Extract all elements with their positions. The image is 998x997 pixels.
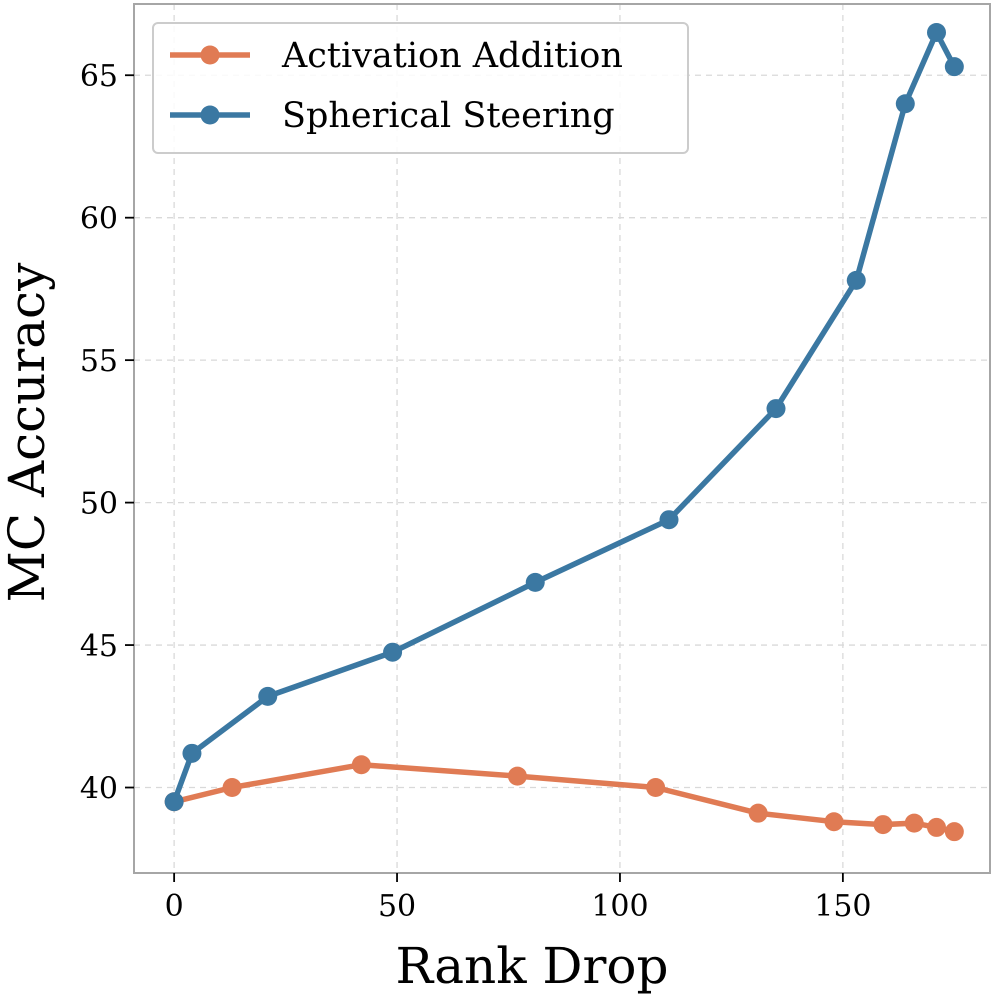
legend-box xyxy=(152,22,689,154)
data-point-activation-addition xyxy=(873,815,893,835)
data-point-activation-addition xyxy=(904,813,924,833)
x-tick-label: 50 xyxy=(378,889,416,924)
data-point-spherical-steering xyxy=(525,572,545,592)
data-point-spherical-steering xyxy=(659,510,679,530)
series-activation-addition xyxy=(164,755,964,842)
plot-frame xyxy=(133,3,991,874)
y-tick-label: 40 xyxy=(80,772,118,807)
data-point-spherical-steering xyxy=(895,94,915,114)
legend-marker-activation-addition xyxy=(200,45,220,65)
data-point-activation-addition xyxy=(748,803,768,823)
data-point-activation-addition xyxy=(507,766,527,786)
x-axis-label: Rank Drop xyxy=(395,937,668,995)
data-point-spherical-steering xyxy=(258,686,278,706)
y-tick-label: 65 xyxy=(80,59,118,94)
y-tick-label: 55 xyxy=(80,344,118,379)
x-tick-label: 0 xyxy=(165,889,184,924)
data-point-spherical-steering xyxy=(383,642,403,662)
data-point-activation-addition xyxy=(646,778,666,798)
data-point-spherical-steering xyxy=(846,270,866,290)
series-spherical-steering xyxy=(164,22,964,812)
legend-marker-spherical-steering xyxy=(200,105,220,125)
legend-label-activation-addition: Activation Addition xyxy=(281,36,623,76)
y-axis-label: MC Accuracy xyxy=(0,262,56,602)
legend: Activation Addition Spherical Steering xyxy=(152,22,689,154)
data-point-activation-addition xyxy=(944,822,964,842)
data-point-spherical-steering xyxy=(927,22,946,42)
x-tick-label: 150 xyxy=(814,889,871,924)
axis-ticks: 0 50 100 150 40 45 50 55 60 65 xyxy=(80,59,872,924)
y-tick-label: 60 xyxy=(80,202,118,237)
data-point-spherical-steering xyxy=(164,792,184,812)
y-tick-label: 50 xyxy=(80,487,118,522)
data-point-activation-addition xyxy=(351,755,371,775)
data-point-spherical-steering xyxy=(766,399,786,419)
data-point-activation-addition xyxy=(927,817,946,837)
data-point-spherical-steering xyxy=(182,743,202,763)
data-point-activation-addition xyxy=(824,812,844,832)
data-point-activation-addition xyxy=(222,778,242,798)
x-tick-label: 100 xyxy=(591,889,648,924)
y-tick-label: 45 xyxy=(80,629,118,664)
legend-label-spherical-steering: Spherical Steering xyxy=(282,96,615,136)
series-layer xyxy=(164,22,964,842)
data-point-spherical-steering xyxy=(944,57,964,77)
